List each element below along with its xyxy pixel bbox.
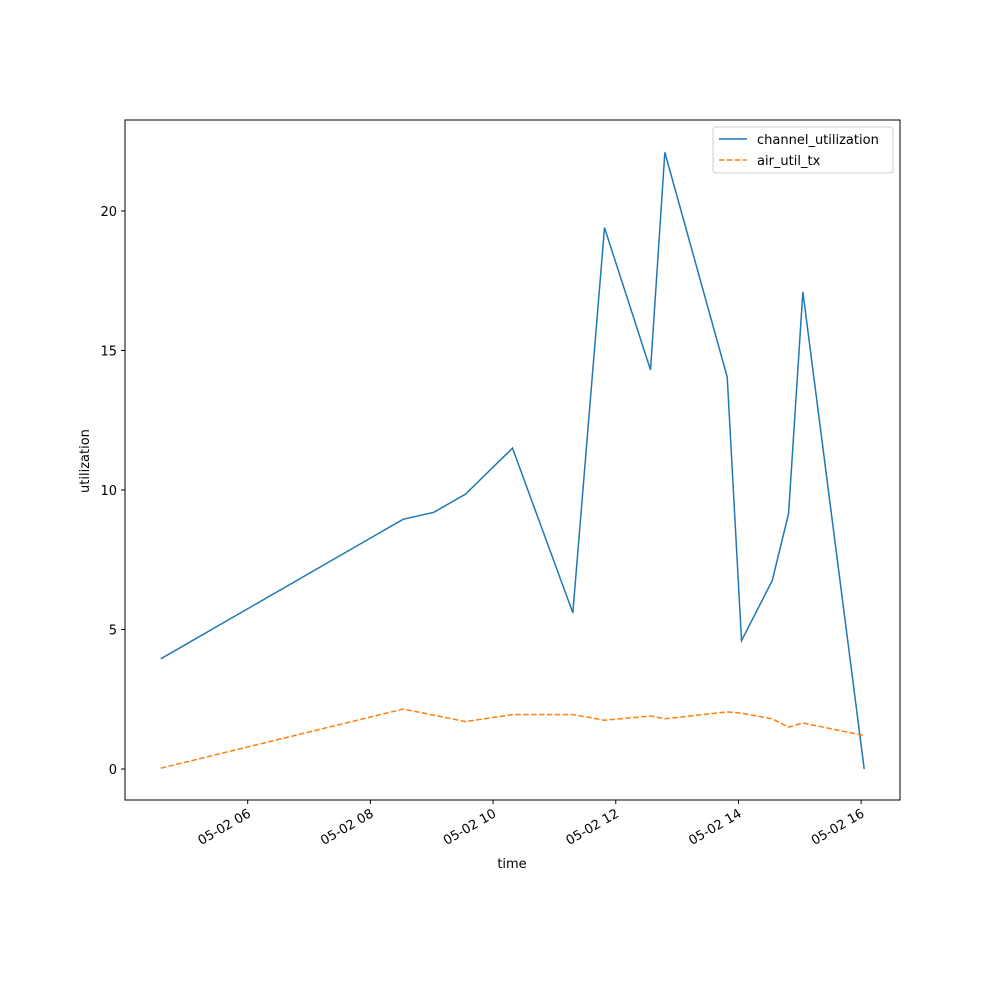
x-tick-label: 05-02 10 xyxy=(441,806,499,848)
y-tick-label: 20 xyxy=(100,205,117,220)
y-axis-label: utilization xyxy=(78,429,93,493)
x-axis-label: time xyxy=(497,857,526,872)
y-tick-label: 0 xyxy=(109,763,117,778)
x-tick-label: 05-02 08 xyxy=(318,806,376,848)
x-tick-label: 05-02 06 xyxy=(196,806,254,848)
legend-box xyxy=(712,126,894,174)
x-tick-label: 05-02 12 xyxy=(564,806,622,848)
series-line xyxy=(160,708,865,769)
axes-frame xyxy=(124,119,901,801)
y-tick-label: 5 xyxy=(109,624,117,639)
y-tick-label: 15 xyxy=(100,344,117,359)
x-tick-label: 05-02 14 xyxy=(686,806,744,848)
x-tick-label: 05-02 16 xyxy=(809,806,867,848)
legend-label: air_util_tx xyxy=(757,154,821,169)
series-line xyxy=(160,152,865,770)
legend-label: channel_utilization xyxy=(757,133,879,148)
y-tick-label: 10 xyxy=(100,484,117,499)
